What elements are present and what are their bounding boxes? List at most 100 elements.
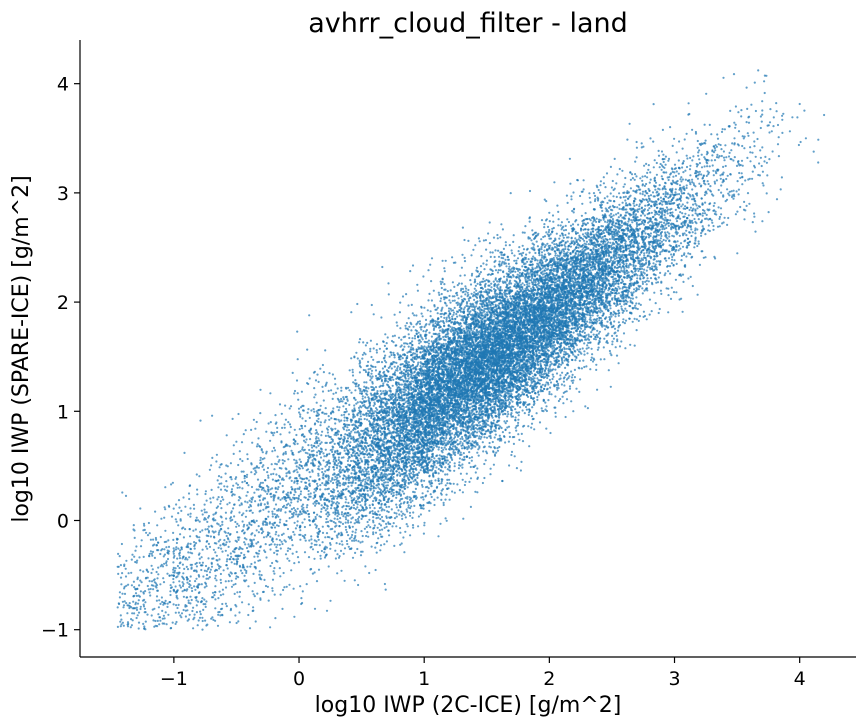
- scatter-point: [319, 554, 322, 557]
- scatter-point: [333, 442, 336, 445]
- scatter-point: [354, 379, 357, 382]
- scatter-point: [169, 593, 172, 597]
- scatter-point: [380, 502, 383, 505]
- scatter-point: [410, 303, 413, 306]
- scatter-point: [292, 511, 295, 514]
- scatter-point: [225, 517, 228, 520]
- scatter-point: [391, 335, 394, 338]
- scatter-point: [203, 508, 206, 511]
- scatter-point: [463, 406, 466, 409]
- scatter-point: [377, 537, 380, 540]
- scatter-point: [287, 496, 290, 499]
- scatter-point: [281, 542, 284, 546]
- scatter-point: [412, 511, 415, 514]
- scatter-point: [570, 376, 574, 379]
- scatter-point: [635, 203, 638, 206]
- scatter-point: [308, 377, 311, 380]
- scatter-point: [566, 372, 569, 375]
- scatter-point: [345, 518, 348, 521]
- scatter-point: [399, 526, 402, 530]
- scatter-point: [152, 619, 155, 622]
- scatter-point: [681, 147, 684, 150]
- scatter-point: [211, 616, 214, 619]
- scatter-point: [440, 282, 443, 286]
- scatter-point: [712, 224, 715, 228]
- scatter-point: [427, 339, 430, 342]
- scatter-point: [149, 550, 152, 553]
- scatter-point: [643, 194, 647, 197]
- scatter-point: [136, 559, 139, 562]
- scatter-point: [208, 468, 211, 471]
- scatter-point: [776, 123, 780, 127]
- scatter-point: [732, 197, 735, 200]
- scatter-point: [239, 458, 242, 461]
- scatter-point: [489, 473, 492, 476]
- scatter-point: [265, 556, 268, 559]
- scatter-point: [282, 588, 285, 592]
- scatter-point: [205, 499, 208, 502]
- scatter-point: [639, 177, 642, 180]
- scatter-point: [351, 556, 355, 559]
- scatter-point: [496, 233, 499, 237]
- scatter-point: [316, 550, 319, 554]
- scatter-point: [279, 498, 282, 501]
- scatter-point: [643, 214, 647, 217]
- scatter-point: [242, 525, 245, 528]
- scatter-point: [685, 229, 688, 232]
- scatter-point: [383, 543, 386, 546]
- scatter-point: [395, 470, 398, 473]
- scatter-point: [360, 418, 363, 421]
- scatter-point: [449, 301, 452, 304]
- scatter-point: [234, 614, 237, 617]
- scatter-point: [396, 324, 399, 327]
- scatter-point: [299, 529, 302, 532]
- scatter-point: [194, 588, 197, 591]
- scatter-point: [510, 249, 513, 252]
- scatter-point: [604, 328, 607, 331]
- scatter-point: [403, 487, 406, 490]
- scatter-point: [157, 573, 160, 576]
- scatter-point: [577, 246, 580, 249]
- scatter-point: [135, 616, 138, 620]
- scatter-point: [446, 473, 449, 476]
- scatter-point: [406, 465, 409, 468]
- scatter-point: [345, 531, 348, 534]
- scatter-point: [631, 177, 635, 180]
- scatter-point: [408, 325, 411, 328]
- scatter-point: [631, 320, 634, 323]
- scatter-point: [579, 194, 582, 198]
- scatter-point: [324, 536, 327, 539]
- scatter-point: [361, 390, 364, 393]
- scatter-point: [777, 155, 781, 158]
- scatter-point: [697, 154, 700, 157]
- scatter-point: [145, 531, 148, 534]
- scatter-point: [364, 396, 367, 399]
- scatter-point: [761, 100, 764, 103]
- scatter-point: [653, 291, 656, 294]
- scatter-point: [710, 159, 713, 162]
- scatter-point: [125, 602, 128, 605]
- scatter-point: [279, 482, 282, 485]
- scatter-point: [706, 165, 709, 168]
- scatter-point: [491, 338, 494, 341]
- scatter-point: [273, 468, 276, 471]
- scatter-point: [675, 262, 678, 265]
- scatter-point: [547, 399, 550, 402]
- scatter-point: [687, 252, 690, 255]
- scatter-point: [717, 206, 720, 209]
- scatter-point: [707, 224, 710, 227]
- scatter-point: [461, 447, 464, 450]
- scatter-point: [303, 518, 306, 521]
- scatter-point: [421, 338, 424, 341]
- scatter-point: [669, 214, 672, 217]
- scatter-point: [240, 551, 243, 555]
- scatter-point: [621, 321, 625, 324]
- scatter-point: [540, 246, 543, 249]
- scatter-point: [347, 501, 350, 504]
- scatter-point: [364, 565, 367, 568]
- scatter-point: [172, 561, 175, 564]
- scatter-point: [363, 381, 366, 384]
- scatter-point: [301, 446, 304, 449]
- scatter-point: [243, 523, 246, 526]
- scatter-point: [662, 238, 665, 242]
